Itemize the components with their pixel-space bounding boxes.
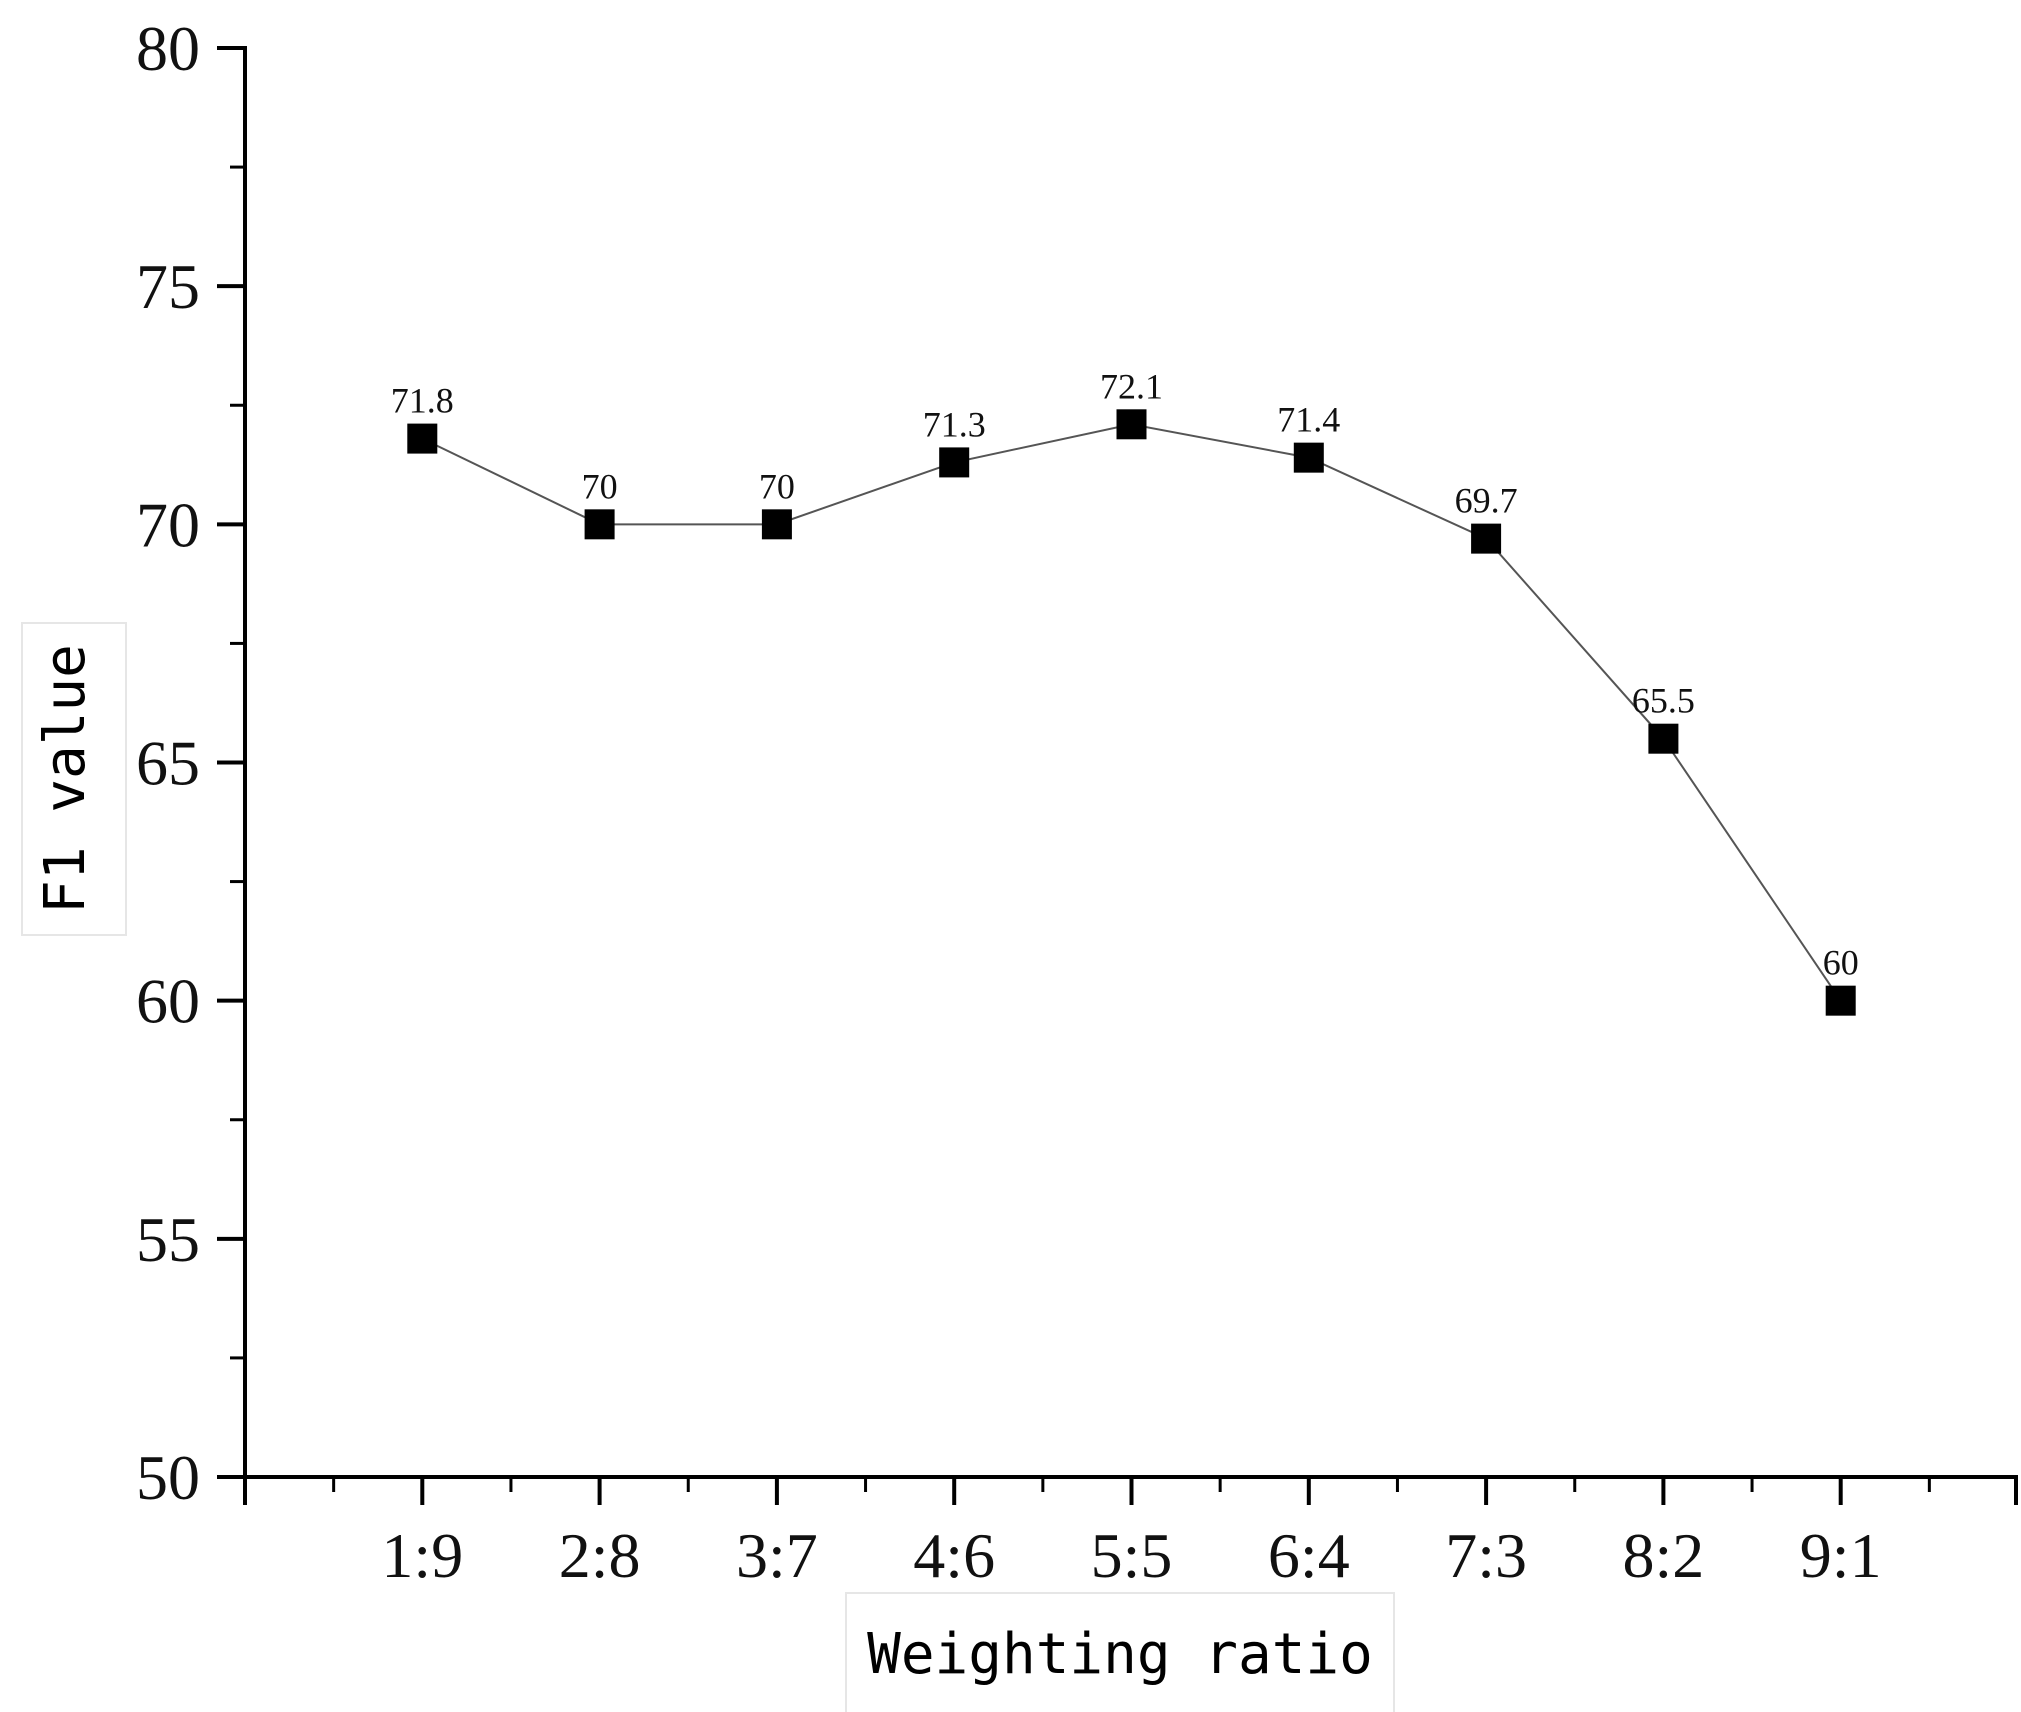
x-tick-label: 9:1 bbox=[1800, 1520, 1882, 1591]
series: 71.8 70 70 71.3 72.1 71.4 69.7 65.5 60 bbox=[391, 366, 1859, 1016]
data-label: 71.8 bbox=[391, 381, 454, 421]
axes bbox=[243, 46, 2018, 1505]
y-tick-label: 80 bbox=[136, 13, 200, 84]
y-tick-label: 70 bbox=[136, 489, 200, 560]
x-tick-label: 1:9 bbox=[381, 1520, 463, 1591]
x-tick-label: 3:7 bbox=[736, 1520, 818, 1591]
x-tick-label: 5:5 bbox=[1091, 1520, 1173, 1591]
x-axis-title: Weighting ratio bbox=[867, 1622, 1373, 1687]
data-label: 70 bbox=[582, 466, 618, 506]
data-point-marker bbox=[1648, 723, 1679, 754]
x-tick-label: 4:6 bbox=[913, 1520, 995, 1591]
data-label: 69.7 bbox=[1455, 481, 1518, 521]
data-label: 65.5 bbox=[1632, 681, 1695, 721]
data-point-marker bbox=[584, 509, 615, 540]
y-axis-title: F1 value bbox=[33, 644, 98, 914]
data-point-marker bbox=[1116, 409, 1147, 440]
data-point-marker bbox=[761, 509, 792, 540]
y-tick-label: 50 bbox=[136, 1442, 200, 1513]
data-point-marker bbox=[939, 447, 970, 478]
y-axis-title-box bbox=[21, 622, 127, 936]
y-tick-label: 75 bbox=[136, 251, 200, 322]
x-tick-label: 2:8 bbox=[559, 1520, 641, 1591]
data-point-marker bbox=[1471, 523, 1502, 554]
axis-titles: F1 value Weighting ratio bbox=[21, 622, 1395, 1712]
data-label: 71.4 bbox=[1277, 400, 1340, 440]
data-label: 71.3 bbox=[923, 404, 986, 444]
data-label: 60 bbox=[1823, 943, 1859, 983]
data-point-marker bbox=[1293, 442, 1324, 473]
x-axis-title-box bbox=[845, 1592, 1395, 1712]
data-label: 72.1 bbox=[1100, 366, 1163, 406]
ticks: 50 55 60 65 70 75 80 1:9 2:8 3:7 4:6 5:5 6:4 7:3 8:2 9:… bbox=[136, 13, 2018, 1591]
x-tick-label: 6:4 bbox=[1268, 1520, 1350, 1591]
data-point-marker bbox=[407, 423, 438, 454]
y-tick-label: 60 bbox=[136, 966, 200, 1037]
series-line bbox=[421, 423, 1842, 1002]
y-tick-label: 65 bbox=[136, 728, 200, 799]
x-tick-label: 8:2 bbox=[1623, 1520, 1705, 1591]
x-tick-label: 7:3 bbox=[1445, 1520, 1527, 1591]
data-label: 70 bbox=[759, 466, 795, 506]
data-point-marker bbox=[1825, 985, 1856, 1016]
y-tick-label: 55 bbox=[136, 1204, 200, 1275]
